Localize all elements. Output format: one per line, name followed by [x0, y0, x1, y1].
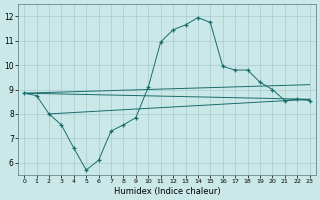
X-axis label: Humidex (Indice chaleur): Humidex (Indice chaleur)	[114, 187, 220, 196]
